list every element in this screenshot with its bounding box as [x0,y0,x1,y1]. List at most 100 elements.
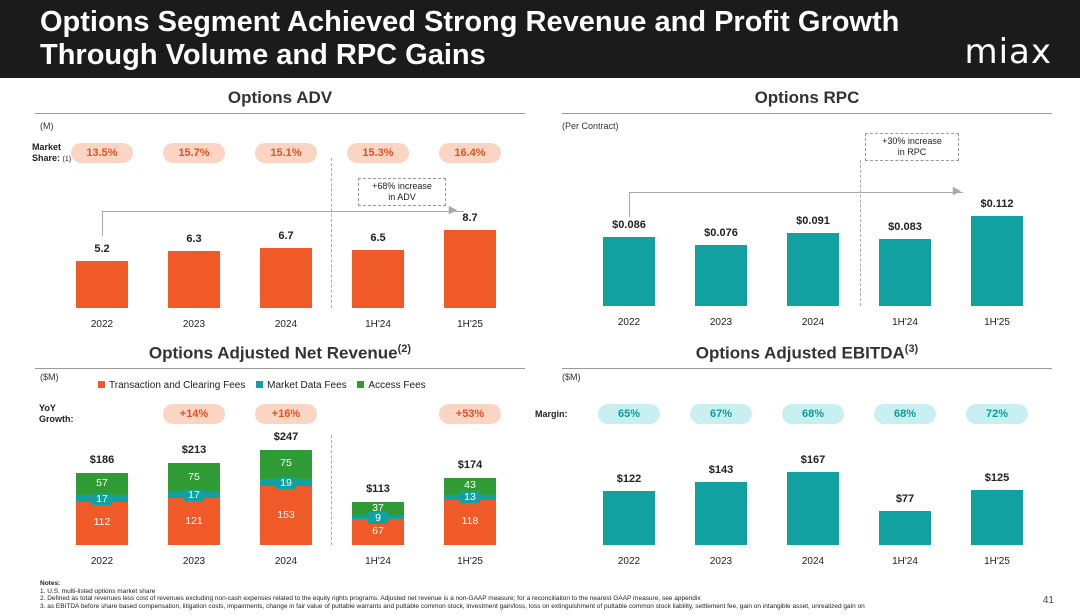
ebitda-x-label-2: 2024 [801,556,825,567]
legend-swatch-green [357,381,365,388]
revenue-seg-label-0-4: 118 [461,515,479,528]
legend-swatch-orange [98,381,105,388]
rpc-arrow-left [629,192,630,217]
revenue-x-label-0: 2022 [90,556,114,567]
adv-bar-4 [444,229,496,308]
legend-market-data: Market Data Fees [256,380,347,391]
ebitda-divider [562,368,1052,369]
adv-bar-2 [260,247,312,308]
revenue-seg-2-2 [260,450,312,479]
revenue-seg-label-0-2: 153 [277,508,295,521]
revenue-yoy-pill-1: +14% [163,404,225,424]
revenue-seg-2-3 [352,501,404,516]
adv-bar-3 [352,249,404,308]
ebitda-x-label-1: 2023 [709,556,733,567]
adv-x-label-0: 2022 [90,319,114,330]
revenue-total-2: $247 [273,431,299,443]
adv-bar-1 [168,251,220,308]
revenue-seg-label-2-2: 75 [280,457,292,470]
market-share-label: Market Share: (1) [32,142,72,163]
revenue-title: Options Adjusted Net Revenue(2) [148,343,412,363]
rpc-arrow-head: ▶ [952,185,962,197]
adv-pill-0: 13.5% [71,143,133,163]
rpc-x-label-3: 1H'24 [892,317,918,328]
rpc-x-label-2: 2024 [801,317,825,328]
revenue-seg-2-0 [76,473,128,496]
revenue-period-divider [331,435,332,545]
rpc-x-label-4: 1H'25 [984,317,1010,328]
rpc-value-label-0: $0.086 [612,218,646,231]
ebitda-value-label-4: $125 [984,472,1010,484]
adv-x-label-1: 2023 [182,319,206,330]
revenue-seg-2-1 [168,463,220,492]
revenue-seg-0-1 [168,498,220,545]
adv-pill-4: 16.4% [439,143,501,163]
adv-title: Options ADV [227,88,333,107]
revenue-x-label-4: 1H'25 [457,556,483,567]
adv-bar-0 [76,261,128,308]
revenue-seg-label-2-0: 57 [96,477,108,490]
revenue-total-3: $113 [366,482,390,495]
revenue-yoy-pill-4: +53% [439,404,501,424]
options-rpc-panel: Options RPC (Per Contract) +30% increase… [562,88,1052,338]
revenue-total-0: $186 [89,454,115,467]
ebitda-title: Options Adjusted EBITDA(3) [695,343,919,363]
adv-unit: (M) [40,121,54,131]
ebitda-pill-3: 68% [874,404,936,424]
rpc-x-label-0: 2022 [617,317,641,328]
ebitda-unit: ($M) [562,372,581,382]
rpc-bar-0 [603,236,655,306]
adv-x-label-4: 1H'25 [457,319,483,330]
rpc-value-label-2: $0.091 [796,214,830,227]
revenue-seg-0-3 [352,519,404,545]
legend-transaction: Transaction and Clearing Fees [98,380,245,391]
page-title: Options Segment Achieved Strong Revenue … [40,6,900,71]
adv-value-label-2: 6.7 [278,229,294,242]
revenue-seg-2-4 [444,478,496,495]
rpc-callout: +30% increase in RPC [865,133,959,161]
rpc-title: Options RPC [754,88,860,107]
ebitda-value-label-2: $167 [800,453,826,466]
adv-value-label-1: 6.3 [186,233,202,246]
ebitda-pill-4: 72% [966,404,1028,424]
adv-divider [35,113,525,114]
adv-arrow-line [102,211,464,212]
ebitda-bar-0 [603,491,655,545]
revenue-x-label-1: 2023 [182,556,206,567]
ebitda-x-label-3: 1H'24 [892,556,918,567]
ebitda-bar-4 [971,490,1023,545]
yoy-growth-label: YoY Growth: [39,403,74,424]
adjusted-ebitda-panel: Options Adjusted EBITDA(3) ($M) Margin: … [535,343,1052,575]
margin-label: Margin: [535,409,568,419]
rpc-bar-3 [879,238,931,306]
ebitda-bar-3 [879,511,931,545]
adjusted-net-revenue-panel: Options Adjusted Net Revenue(2) ($M) Tra… [35,343,525,575]
rpc-bar-1 [695,244,747,306]
revenue-seg-label-2-1: 75 [188,470,200,483]
rpc-value-label-1: $0.076 [704,226,738,239]
adv-callout: +68% increase in ADV [358,178,446,206]
revenue-seg-label-0-0: 112 [93,516,111,529]
revenue-seg-0-2 [260,486,312,545]
revenue-total-4: $174 [457,459,483,472]
revenue-seg-label-2-4: 43 [464,479,476,492]
revenue-yoy-pill-2: +16% [255,404,317,424]
ebitda-pill-2: 68% [782,404,844,424]
adv-value-label-3: 6.5 [370,231,386,244]
revenue-seg-label-1-1: 17 [184,489,204,502]
header-bar: Options Segment Achieved Strong Revenue … [0,0,1080,78]
ebitda-bar-1 [695,482,747,545]
revenue-divider [35,368,525,369]
revenue-unit: ($M) [40,372,59,382]
revenue-seg-label-1-3: 9 [368,511,388,524]
revenue-seg-label-0-1: 121 [185,514,203,527]
ebitda-pill-0: 65% [598,404,660,424]
adv-arrow-left [102,211,103,236]
adv-arrow-head: ▶ [448,204,458,216]
revenue-seg-label-2-3: 37 [372,501,384,514]
rpc-divider [562,113,1052,114]
revenue-seg-0-4 [444,499,496,545]
rpc-bar-2 [787,232,839,306]
revenue-seg-0-0 [76,501,128,545]
rpc-bar-4 [971,215,1023,306]
